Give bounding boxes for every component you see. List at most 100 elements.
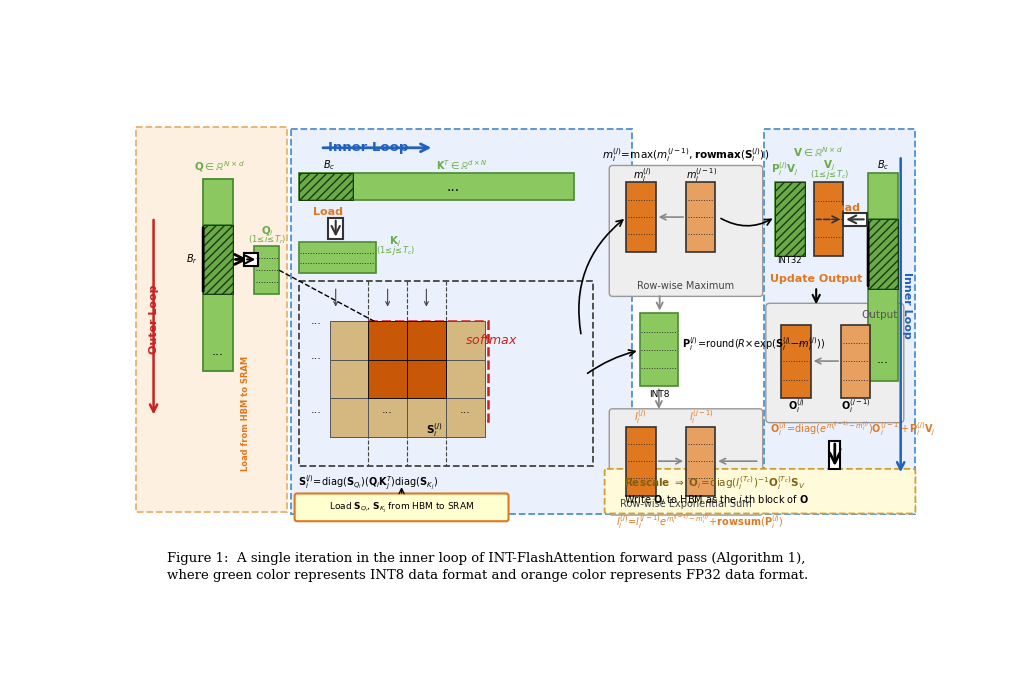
Text: $m_i^{(j-1)}$: $m_i^{(j-1)}$ [686,166,717,184]
Text: $\mathbf{K}^T\in\mathbb{R}^{d\times N}$: $\mathbf{K}^T\in\mathbb{R}^{d\times N}$ [435,158,487,172]
Text: ...: ... [311,405,322,414]
Text: $\mathbf{V}\in\mathbb{R}^{N\times d}$: $\mathbf{V}\in\mathbb{R}^{N\times d}$ [793,145,843,158]
Bar [775,182,805,256]
Text: ...: ... [212,345,224,358]
Text: $\mathbf{Q}_i$: $\mathbf{Q}_i$ [261,224,274,238]
Text: Update Output: Update Output [770,274,862,284]
Text: where green color represents INT8 data format and orange color represents FP32 d: where green color represents INT8 data f… [167,569,808,582]
Text: $\mathbf{O}_i^{(j)}\!=\!\text{diag}(e^{m_i^{(j-1)}-m_i^{(j)}})\mathbf{O}_i^{(j-1: $\mathbf{O}_i^{(j)}\!=\!\text{diag}(e^{m… [770,419,935,438]
Bar [203,225,232,294]
Text: $B_c$: $B_c$ [324,158,336,172]
Bar [369,359,407,398]
Text: Outer Loop: Outer Loop [148,285,159,354]
Bar [136,127,287,512]
Bar [627,427,655,496]
Bar [299,173,352,200]
Bar [369,321,488,421]
Bar [328,218,343,239]
Bar [445,321,484,359]
Text: $m_i^{(j)}\!=\!\max(m_i^{(j-1)}, \mathbf{rowmax}(\mathbf{S}_i^{(j)}))$: $m_i^{(j)}\!=\!\max(m_i^{(j-1)}, \mathbf… [602,147,770,165]
Bar [445,359,484,398]
Text: $\mathbf{Q}\in\mathbb{R}^{N\times d}$: $\mathbf{Q}\in\mathbb{R}^{N\times d}$ [195,160,245,174]
Text: Inner Loop: Inner Loop [902,272,912,339]
Bar [203,225,232,294]
Text: ...: ... [460,405,471,414]
Bar [781,325,811,398]
Bar [764,128,914,514]
Bar [844,213,866,226]
Bar [203,178,232,225]
Bar [407,321,445,359]
Bar [299,242,376,273]
Bar [369,398,407,436]
Text: ...: ... [382,405,393,414]
Text: $B_c$: $B_c$ [878,158,890,172]
Text: $\mathbf{S}_i^{(j)}$: $\mathbf{S}_i^{(j)}$ [426,421,442,439]
Bar [829,441,841,469]
Text: ...: ... [311,316,322,326]
Bar [369,321,407,359]
Bar [299,173,573,200]
Text: $B_r$: $B_r$ [185,252,198,266]
Text: $\mathbf{S}_i^{(j)}\!=\!\text{diag}(\mathbf{S}_{Q_i})(\mathbf{Q}_i\mathbf{K}_j^T: $\mathbf{S}_i^{(j)}\!=\!\text{diag}(\mat… [298,473,438,492]
Bar [407,359,445,398]
Text: $(1\!\leq\! j\!\leq\! T_c)$: $(1\!\leq\! j\!\leq\! T_c)$ [376,244,415,257]
Text: Load $\mathbf{S}_{Q_i}$, $\mathbf{S}_{K_j}$ from HBM to SRAM: Load $\mathbf{S}_{Q_i}$, $\mathbf{S}_{K_… [329,500,474,514]
Bar [868,220,898,289]
Text: Load: Load [313,206,343,217]
Bar [640,314,678,386]
Text: $\mathbf{P}_i^{(j)}\!=\!\text{round}(R\!\times\!\exp(\mathbf{S}_i^{(j)}\!-\!m_i^: $\mathbf{P}_i^{(j)}\!=\!\text{round}(R\!… [682,335,825,353]
Bar [254,246,280,294]
Bar [841,325,870,398]
Bar [330,398,369,436]
FancyBboxPatch shape [609,165,763,296]
FancyBboxPatch shape [766,303,904,423]
Bar [868,289,898,381]
Text: INT8: INT8 [648,390,669,399]
FancyBboxPatch shape [295,493,509,521]
Text: INT32: INT32 [777,257,802,265]
Text: Figure 1:  A single iteration in the inner loop of INT-FlashAttention forward pa: Figure 1: A single iteration in the inne… [167,552,805,565]
Text: Row-wise Exponential Sum: Row-wise Exponential Sum [621,499,752,509]
Bar [330,359,369,398]
Text: $(1\!\leq\! j\!\leq\! T_c)$: $(1\!\leq\! j\!\leq\! T_c)$ [810,168,849,181]
Bar [775,182,805,256]
Bar [814,182,844,256]
Text: ...: ... [446,180,460,194]
Text: $\mathbf{V}_j$: $\mathbf{V}_j$ [823,158,836,173]
FancyBboxPatch shape [609,409,763,515]
Text: $l_i^{(j)}\!=\!l_i^{(j-1)}e^{m_i^{(j-1)}-m_i^{(j)}}\!+\!\mathbf{rowsum}(\mathbf{: $l_i^{(j)}\!=\!l_i^{(j-1)}e^{m_i^{(j-1)}… [616,512,784,531]
Bar [686,427,716,496]
Bar [299,173,352,200]
Text: $l_i^{(j-1)}$: $l_i^{(j-1)}$ [689,408,714,426]
Text: $(1\!\leq\! i\!\leq\! T_r)$: $(1\!\leq\! i\!\leq\! T_r)$ [248,233,287,246]
Text: $\mathbf{O}_i^{(j-1)}$: $\mathbf{O}_i^{(j-1)}$ [841,397,870,414]
Text: Row-wise Maximum: Row-wise Maximum [637,281,734,291]
Text: $softmax$: $softmax$ [465,333,518,347]
Bar [245,253,258,265]
Bar [445,398,484,436]
Text: Write $\mathbf{O}_i$ to HBM as the $i$-th block of $\mathbf{O}$: Write $\mathbf{O}_i$ to HBM as the $i$-t… [624,493,809,508]
Text: Load from HBM to SRAM: Load from HBM to SRAM [242,356,250,471]
Bar [627,182,655,252]
Text: ...: ... [311,351,322,361]
Text: $\mathbf{O}_i^{(j)}$: $\mathbf{O}_i^{(j)}$ [787,397,805,414]
Text: $\mathbf{P}_i^{(j)}\mathbf{V}_j$: $\mathbf{P}_i^{(j)}\mathbf{V}_j$ [771,161,799,178]
Bar [299,281,593,466]
Text: ...: ... [877,353,889,366]
Text: $m_i^{(j)}$: $m_i^{(j)}$ [633,166,651,184]
Bar [203,294,232,371]
Bar [330,321,369,359]
Text: Inner Loop: Inner Loop [328,141,409,154]
Text: Rescale $\Rightarrow$ $\mathbf{O}_i\!=\!\text{diag}(l_i^{(T_c)})^{-1}\mathbf{O}_: Rescale $\Rightarrow$ $\mathbf{O}_i\!=\!… [624,475,806,493]
FancyBboxPatch shape [604,469,915,514]
Text: $l_i^{(j)}$: $l_i^{(j)}$ [634,408,646,426]
Bar [868,220,898,289]
Text: Output: Output [861,310,898,320]
Bar [291,128,632,514]
Text: $\mathbf{K}_j$: $\mathbf{K}_j$ [389,235,401,249]
Bar [407,398,445,436]
Bar [686,182,716,252]
Text: Load: Load [829,203,860,213]
Bar [868,173,898,220]
